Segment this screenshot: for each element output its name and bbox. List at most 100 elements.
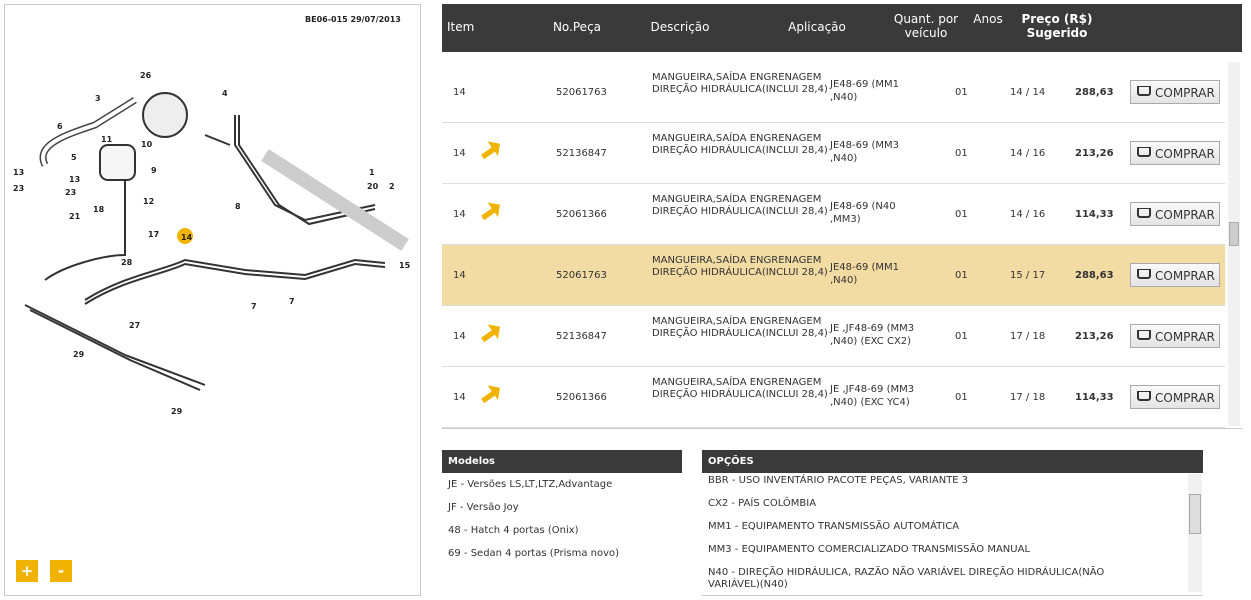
options-scrollbar[interactable] xyxy=(1188,474,1202,592)
model-item: JF - Versão Joy xyxy=(448,502,519,513)
years: 14 / 16 xyxy=(1010,148,1046,159)
zoom-in-button[interactable]: + xyxy=(16,560,38,582)
callout: 15 xyxy=(399,261,411,270)
table-row[interactable]: 14 52061763 MANGUEIRA,SAÍDA ENGRENAGEM DIR… xyxy=(442,245,1225,306)
buy-button[interactable]: COMPRAR xyxy=(1130,385,1220,409)
callout: 29 xyxy=(73,350,85,359)
application: JE ,JF48-69 (MM3 ,N40) (EXC CX2) xyxy=(830,323,915,347)
table-header: Item No.Peça Descrição Aplicação Quant. por … xyxy=(442,4,1242,52)
years: 15 / 17 xyxy=(1010,270,1046,281)
cart-icon xyxy=(1137,269,1151,279)
quantity: 01 xyxy=(955,392,968,403)
option-item: N40 - DIREÇÃO HIDRÁULICA, RAZÃO NÃO VARI… xyxy=(708,567,1105,590)
application: JE48-69 (MM1 ,N40) xyxy=(830,79,900,103)
scroll-thumb[interactable] xyxy=(1229,222,1239,246)
buy-label: COMPRAR xyxy=(1155,86,1215,100)
item: 14 xyxy=(453,209,466,220)
callout: 1 xyxy=(369,168,375,177)
callout: 29 xyxy=(171,407,183,416)
buy-label: COMPRAR xyxy=(1155,269,1215,283)
description: MANGUEIRA,SAÍDA ENGRENAGEM DIREÇÃO HIDRÁ… xyxy=(652,72,828,95)
callout: 13 xyxy=(13,168,24,177)
cart-icon xyxy=(1137,391,1151,401)
table-body: 14 52061763 MANGUEIRA,SAÍDA ENGRENAGEM DIR… xyxy=(442,52,1242,429)
application: JE ,JF48-69 (MM3 ,N40) (EXC YC4) xyxy=(830,384,915,408)
callout: 26 xyxy=(140,71,152,80)
price: 213,26 xyxy=(1075,331,1114,342)
column-header: Item xyxy=(447,20,475,34)
column-header: Anos xyxy=(973,12,1003,26)
callout: 5 xyxy=(71,153,77,162)
table-row[interactable]: 14 52136847 MANGUEIRA,SAÍDA ENGRENAGEM DIR… xyxy=(442,306,1225,367)
description: MANGUEIRA,SAÍDA ENGRENAGEM DIREÇÃO HIDRÁ… xyxy=(652,255,828,278)
callout: 23 xyxy=(13,184,24,193)
replacement-icon xyxy=(477,380,505,407)
column-header: Quant. por veículo xyxy=(893,12,959,40)
application: JE48-69 (N40 ,MM3) xyxy=(830,201,896,225)
callout: 2 xyxy=(389,182,395,191)
price: 213,26 xyxy=(1075,148,1114,159)
callout: 20 xyxy=(367,182,379,191)
callout: 23 xyxy=(65,188,76,197)
table-row[interactable]: 14 52061366 MANGUEIRA,SAÍDA ENGRENAGEM DIR… xyxy=(442,184,1225,245)
item: 14 xyxy=(453,270,466,281)
cart-icon xyxy=(1137,147,1151,157)
callout: 7 xyxy=(289,297,295,306)
item: 14 xyxy=(453,331,466,342)
callout: 4 xyxy=(222,89,228,98)
years: 14 / 14 xyxy=(1010,87,1046,98)
item: 14 xyxy=(453,148,466,159)
quantity: 01 xyxy=(955,270,968,281)
diagram-code: BE06-015 29/07/2013 xyxy=(305,15,401,24)
quantity: 01 xyxy=(955,331,968,342)
years: 17 / 18 xyxy=(1010,392,1046,403)
part-number: 52061366 xyxy=(556,209,607,220)
zoom-out-button[interactable]: - xyxy=(50,560,72,582)
buy-label: COMPRAR xyxy=(1155,330,1215,344)
callout: 11 xyxy=(101,135,113,144)
buy-button[interactable]: COMPRAR xyxy=(1130,324,1220,348)
column-header: Descrição xyxy=(650,20,710,34)
buy-button[interactable]: COMPRAR xyxy=(1130,202,1220,226)
price: 114,33 xyxy=(1075,392,1114,403)
diagram-drawing: 26 3 4 6 10 11 5 9 13 13 23 23 21 18 12 17 14 28 8 1 20 2 15 7 7… xyxy=(13,71,411,416)
quantity: 01 xyxy=(955,209,968,220)
scrollbar[interactable] xyxy=(1228,62,1240,426)
price: 288,63 xyxy=(1075,87,1114,98)
model-item: JE - Versões LS,LT,LTZ,Advantage xyxy=(448,479,613,490)
buy-button[interactable]: COMPRAR xyxy=(1130,80,1220,104)
table-row[interactable]: 14 52136847 MANGUEIRA,SAÍDA ENGRENAGEM DIR… xyxy=(442,123,1225,184)
part-number: 52136847 xyxy=(556,148,607,159)
item: 14 xyxy=(453,87,466,98)
table-row[interactable]: 14 52061366 MANGUEIRA,SAÍDA ENGRENAGEM DIR… xyxy=(442,367,1225,428)
option-item: MM3 - EQUIPAMENTO COMERCIALIZADO TRANSMI… xyxy=(708,544,1031,555)
callout: 13 xyxy=(69,175,80,184)
callout: 10 xyxy=(141,140,153,149)
quantity: 01 xyxy=(955,148,968,159)
callout: 21 xyxy=(69,212,81,221)
buy-label: COMPRAR xyxy=(1155,391,1215,405)
years: 17 / 18 xyxy=(1010,331,1046,342)
scroll-thumb[interactable] xyxy=(1189,494,1201,534)
models-title: Modelos xyxy=(442,450,682,473)
application: JE48-69 (MM1 ,N40) xyxy=(830,262,900,286)
part-number: 52136847 xyxy=(556,331,607,342)
options-panel: OPÇÕES BBR - USO INVENTÁRIO PACOTE PEÇAS… xyxy=(702,450,1203,596)
option-item: MM1 - EQUIPAMENTO TRANSMISSÃO AUTOMÁTICA xyxy=(708,521,960,532)
column-header: Aplicação xyxy=(788,20,846,34)
buy-button[interactable]: COMPRAR xyxy=(1130,141,1220,165)
cart-icon xyxy=(1137,330,1151,340)
cart-icon xyxy=(1137,86,1151,96)
part-number: 52061763 xyxy=(556,270,607,281)
part-number: 52061763 xyxy=(556,87,607,98)
callout: 18 xyxy=(93,205,105,214)
callout: 17 xyxy=(148,230,159,239)
models-panel: Modelos JE - Versões LS,LT,LTZ,Advantage… xyxy=(442,450,682,590)
buy-label: COMPRAR xyxy=(1155,147,1215,161)
callout: 8 xyxy=(235,202,241,211)
callout: 3 xyxy=(95,94,101,103)
callout: 14 xyxy=(181,233,193,242)
description: MANGUEIRA,SAÍDA ENGRENAGEM DIREÇÃO HIDRÁ… xyxy=(652,133,828,156)
table-row[interactable]: 14 52061763 MANGUEIRA,SAÍDA ENGRENAGEM DIR… xyxy=(442,62,1225,123)
buy-button[interactable]: COMPRAR xyxy=(1130,263,1220,287)
